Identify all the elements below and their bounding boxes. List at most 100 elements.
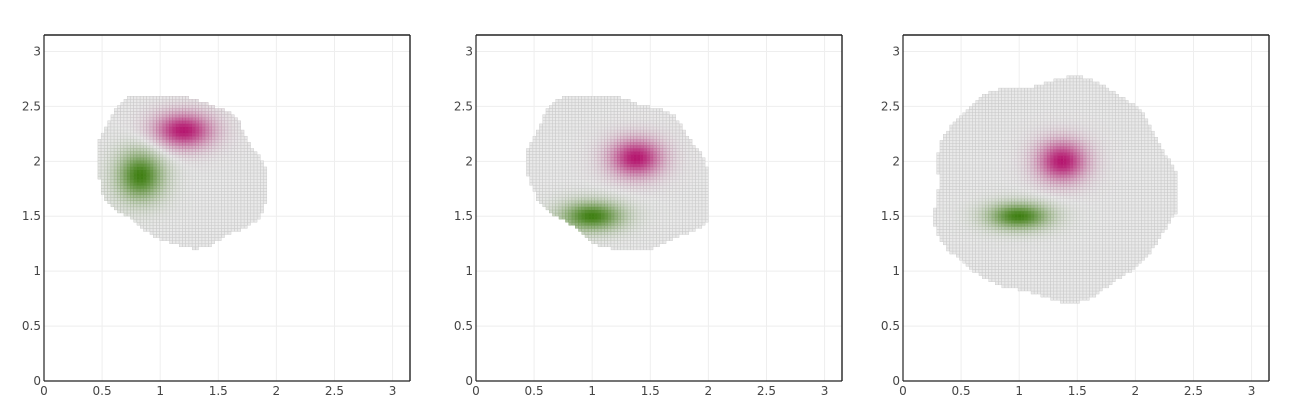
heatmap-cell	[539, 188, 543, 192]
heatmap-cell	[162, 215, 167, 220]
heatmap-cell	[653, 182, 657, 186]
heatmap-cell	[542, 172, 546, 177]
heatmap-cell	[617, 209, 621, 214]
heatmap-cell	[201, 120, 206, 125]
heatmap-cell	[149, 194, 154, 198]
heatmap-cell	[175, 157, 180, 161]
heatmap-cell	[192, 246, 196, 251]
heatmap-cell	[182, 163, 186, 168]
heatmap-cell	[244, 179, 248, 183]
heatmap-cell	[218, 123, 222, 128]
heatmap-cell	[218, 172, 222, 177]
heatmap-cell	[982, 155, 986, 159]
heatmap-cell	[143, 185, 147, 189]
heatmap-cell	[224, 231, 228, 235]
heatmap-cell	[535, 182, 540, 186]
heatmap-cell	[633, 172, 637, 177]
heatmap-cell	[552, 145, 556, 149]
heatmap-cell	[962, 127, 966, 132]
heatmap-cell	[185, 160, 189, 164]
heatmap-cell	[597, 111, 602, 115]
heatmap-cell	[555, 142, 559, 146]
heatmap-cell	[185, 209, 189, 214]
heatmap-cell	[175, 169, 180, 174]
heatmap-cell	[247, 197, 251, 201]
heatmap-cell	[669, 206, 673, 211]
heatmap-cell	[198, 197, 202, 201]
heatmap-cell	[542, 197, 546, 201]
heatmap-cell	[643, 219, 647, 223]
heatmap-cell	[575, 126, 579, 131]
heatmap-cell	[146, 145, 150, 149]
heatmap-cell	[610, 166, 615, 171]
heatmap-cell	[584, 151, 589, 155]
heatmap-cell	[136, 200, 141, 204]
heatmap-cell	[195, 228, 199, 232]
heatmap-cell	[555, 123, 559, 128]
heatmap-cell	[584, 185, 589, 189]
heatmap-cell	[182, 219, 186, 223]
heatmap-cell	[548, 191, 553, 195]
heatmap-cell	[548, 194, 553, 198]
heatmap-cell	[136, 172, 141, 177]
heatmap-cell	[562, 132, 566, 137]
heatmap-cell	[558, 117, 563, 121]
heatmap-cell	[946, 149, 950, 153]
heatmap-cell	[143, 129, 147, 134]
heatmap-cell	[130, 111, 134, 115]
heatmap-cell	[558, 102, 563, 106]
heatmap-cell	[162, 99, 167, 103]
heatmap-cell	[123, 188, 128, 192]
heatmap-cell	[669, 163, 673, 168]
heatmap-cell	[985, 275, 989, 279]
heatmap-cell	[972, 210, 976, 215]
heatmap-cell	[636, 231, 641, 235]
heatmap-cell	[192, 111, 196, 115]
heatmap-cell	[584, 117, 589, 121]
heatmap-cell	[962, 155, 966, 159]
heatmap-cell	[247, 219, 251, 223]
heatmap-cell	[643, 246, 647, 251]
heatmap-cell	[604, 123, 608, 128]
heatmap-cell	[227, 151, 232, 155]
heatmap-cell	[130, 99, 134, 103]
heatmap-cell	[643, 126, 647, 131]
heatmap-cell	[685, 142, 690, 146]
heatmap-cell	[943, 146, 947, 150]
heatmap-cell	[688, 191, 693, 195]
heatmap-cell	[617, 222, 621, 226]
heatmap-cell	[192, 219, 196, 223]
heatmap-cell	[659, 203, 664, 208]
heatmap-cell	[591, 148, 595, 152]
heatmap-cell	[604, 222, 608, 226]
heatmap-cell	[946, 137, 950, 141]
heatmap-cell	[562, 179, 566, 183]
heatmap-cell	[982, 118, 986, 123]
heatmap-cell	[679, 145, 683, 149]
heatmap-cell	[698, 175, 703, 180]
heatmap-cell	[227, 194, 232, 198]
heatmap-cell	[188, 212, 193, 217]
heatmap-cell	[182, 169, 186, 174]
heatmap-cell	[643, 123, 647, 128]
heatmap-cell	[617, 142, 621, 146]
heatmap-cell	[162, 111, 167, 115]
heatmap-cell	[956, 170, 960, 175]
heatmap-cell	[237, 197, 241, 201]
heatmap-cell	[198, 126, 202, 131]
heatmap-cell	[240, 191, 245, 195]
heatmap-cell	[594, 114, 598, 118]
heatmap-cell	[946, 189, 950, 193]
heatmap-cell	[610, 108, 615, 112]
heatmap-cell	[656, 179, 660, 183]
x-tick-label: 1.5	[641, 384, 660, 398]
heatmap-cell	[117, 154, 121, 158]
heatmap-cell	[211, 154, 215, 158]
heatmap-cell	[594, 108, 598, 112]
heatmap-cell	[591, 203, 595, 208]
heatmap-cell	[153, 175, 157, 180]
heatmap-cell	[156, 172, 160, 177]
heatmap-cell	[584, 160, 589, 164]
heatmap-cell	[643, 111, 647, 115]
heatmap-cell	[205, 139, 209, 143]
